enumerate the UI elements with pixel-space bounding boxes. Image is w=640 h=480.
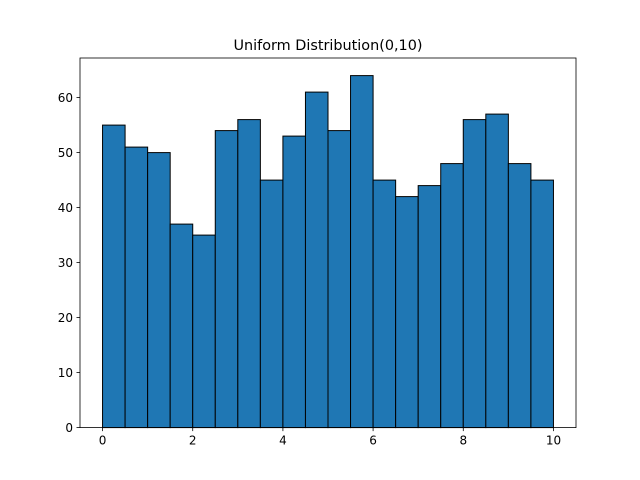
- histogram-bar: [304, 91, 329, 429]
- x-tick-label: 10: [546, 434, 561, 448]
- y-tick-label: 60: [58, 91, 73, 105]
- axes-layer: 0 2 4 6 8 10 0 10 20 30 40 50 60: [58, 91, 561, 448]
- histogram-bar: [462, 119, 487, 429]
- y-tick-label: 40: [58, 201, 73, 215]
- x-tick-label: 2: [189, 434, 197, 448]
- histogram-bar: [124, 146, 149, 429]
- histogram-bar: [327, 130, 352, 429]
- x-tick-label: 0: [99, 434, 107, 448]
- bars-layer: [102, 75, 554, 429]
- histogram-bar: [192, 234, 216, 429]
- histogram-bar: [169, 223, 194, 429]
- y-tick-label: 10: [58, 366, 73, 380]
- histogram-bar: [417, 185, 442, 429]
- x-tick-label: 8: [459, 434, 467, 448]
- histogram-bar: [214, 130, 239, 429]
- histogram-bar: [485, 113, 509, 429]
- x-tick-label: 4: [279, 434, 287, 448]
- histogram-bar: [507, 163, 532, 429]
- histogram-bar: [440, 163, 464, 429]
- chart-title: Uniform Distribution(0,10): [233, 38, 422, 54]
- y-tick-label: 20: [58, 311, 73, 325]
- histogram-bar: [259, 179, 284, 429]
- histogram-bar: [372, 179, 397, 429]
- histogram-bar: [530, 179, 554, 429]
- y-tick-label: 0: [65, 421, 73, 435]
- histogram-bar: [102, 124, 126, 429]
- plot-frame: [79, 57, 577, 429]
- y-tick-label: 50: [58, 146, 73, 160]
- x-tick-label: 6: [369, 434, 377, 448]
- y-tick-label: 30: [58, 256, 73, 270]
- histogram-bar: [395, 196, 419, 429]
- histogram-bar: [147, 152, 171, 429]
- histogram-bar: [237, 119, 261, 429]
- histogram-bar: [282, 135, 306, 429]
- histogram-bar: [350, 75, 374, 429]
